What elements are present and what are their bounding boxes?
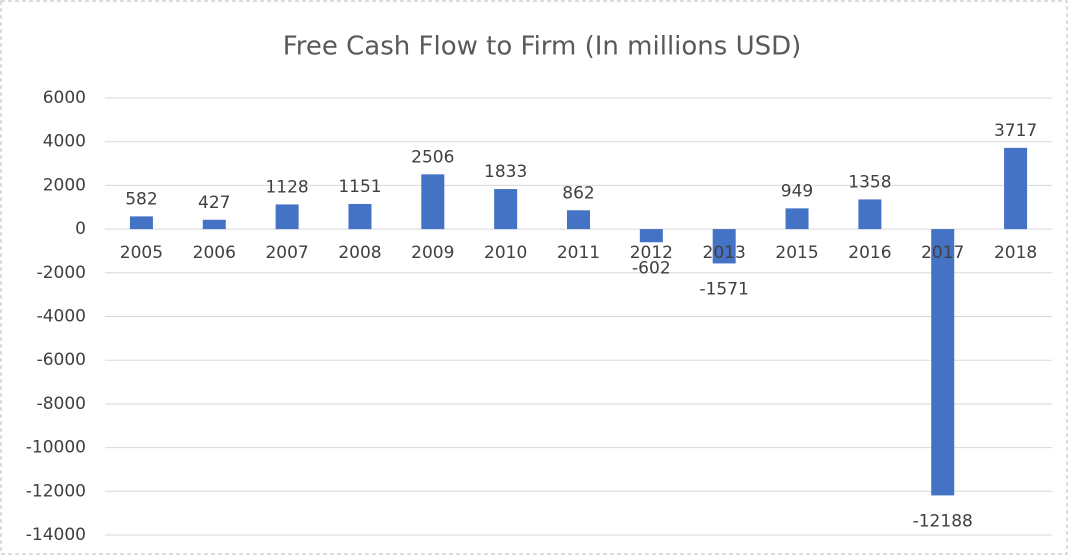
y-tick-label: 6000 bbox=[43, 88, 86, 108]
bar bbox=[567, 210, 590, 230]
bar bbox=[275, 204, 299, 230]
x-tick-label: 2017 bbox=[921, 243, 964, 263]
y-tick-label: -10000 bbox=[26, 438, 86, 458]
data-label: 1358 bbox=[848, 172, 891, 192]
x-tick-label: 2016 bbox=[848, 243, 891, 263]
y-tick-label: -12000 bbox=[26, 481, 86, 501]
x-tick-label: 2005 bbox=[120, 243, 163, 263]
data-label: 427 bbox=[198, 193, 230, 213]
data-label: -1571 bbox=[699, 279, 748, 299]
y-tick-label: -14000 bbox=[26, 525, 86, 545]
data-label: 1128 bbox=[265, 177, 308, 197]
data-label: 1833 bbox=[484, 162, 527, 182]
bar bbox=[712, 229, 736, 264]
data-label: 2506 bbox=[411, 147, 454, 167]
data-label: -602 bbox=[632, 258, 671, 278]
data-label: 949 bbox=[781, 181, 813, 201]
bar bbox=[129, 216, 153, 230]
x-tick-label: 2008 bbox=[338, 243, 381, 263]
y-tick-label: -8000 bbox=[37, 394, 86, 414]
data-label: 3717 bbox=[994, 121, 1037, 141]
y-tick-label: 0 bbox=[75, 219, 86, 239]
bar bbox=[858, 199, 882, 230]
x-tick-label: 2015 bbox=[775, 243, 818, 263]
bar bbox=[202, 219, 226, 230]
chart-title: Free Cash Flow to Firm (In millions USD) bbox=[283, 32, 802, 62]
bar bbox=[421, 174, 445, 230]
x-tick-label: 2011 bbox=[557, 243, 600, 263]
x-tick-label: 2006 bbox=[193, 243, 236, 263]
y-tick-label: 4000 bbox=[43, 132, 86, 152]
data-label: 1151 bbox=[338, 177, 381, 197]
y-tick-label: -4000 bbox=[37, 307, 86, 327]
data-label: 862 bbox=[562, 183, 594, 203]
y-tick-label: -6000 bbox=[37, 350, 86, 370]
x-tick-label: 2013 bbox=[703, 243, 746, 263]
bar bbox=[931, 229, 955, 496]
x-tick-label: 2010 bbox=[484, 243, 527, 263]
x-tick-label: 2007 bbox=[265, 243, 308, 263]
data-label: 582 bbox=[125, 189, 157, 209]
data-label: -12188 bbox=[913, 511, 973, 531]
x-tick-label: 2009 bbox=[411, 243, 454, 263]
bar bbox=[639, 229, 663, 243]
x-tick-label: 2018 bbox=[994, 243, 1037, 263]
bar bbox=[785, 208, 809, 230]
bar bbox=[494, 189, 518, 230]
bar bbox=[348, 203, 372, 230]
bar bbox=[1004, 147, 1028, 230]
y-tick-label: -2000 bbox=[37, 263, 86, 283]
x-tick-label: 2012 bbox=[630, 243, 673, 263]
y-tick-label: 2000 bbox=[43, 175, 86, 195]
